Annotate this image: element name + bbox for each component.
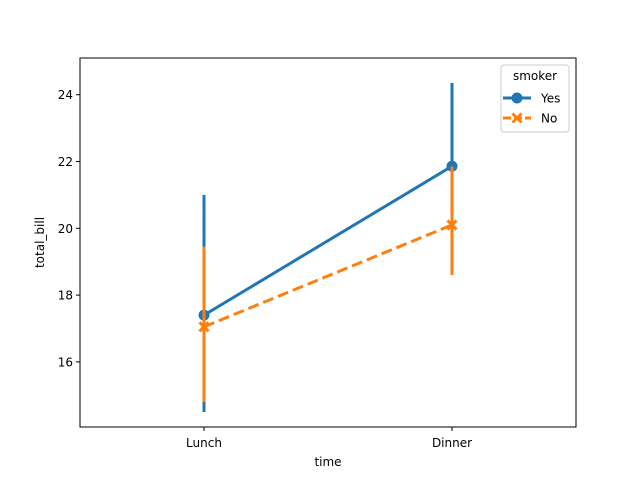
series-no [198, 166, 458, 402]
x-axis-label: time [314, 455, 341, 469]
y-axis: 16 18 20 22 24 [58, 88, 80, 369]
legend-label: Yes [540, 92, 560, 106]
y-tick-label: 18 [58, 289, 73, 303]
series-line [203, 223, 453, 329]
legend-marker [511, 112, 523, 124]
plot-area [198, 83, 458, 412]
data-point [446, 219, 458, 231]
legend-entry-no: No [503, 112, 557, 126]
data-point [198, 321, 210, 333]
series-line [203, 164, 453, 317]
y-tick-label: 22 [58, 155, 73, 169]
x-axis: Lunch Dinner [186, 427, 472, 450]
y-axis-label: total_bill [33, 217, 47, 268]
legend-title: smoker [513, 69, 557, 83]
y-tick-label: 24 [58, 88, 73, 102]
x-tick-label: Dinner [432, 436, 472, 450]
y-tick-label: 20 [58, 222, 73, 236]
legend-marker [511, 92, 523, 104]
y-tick-label: 16 [58, 355, 73, 369]
legend-entry-yes: Yes [503, 92, 560, 106]
legend-label: No [541, 112, 557, 126]
axes-frame [79, 57, 577, 428]
x-tick-label: Lunch [186, 436, 222, 450]
legend: smoker Yes No [500, 64, 570, 133]
